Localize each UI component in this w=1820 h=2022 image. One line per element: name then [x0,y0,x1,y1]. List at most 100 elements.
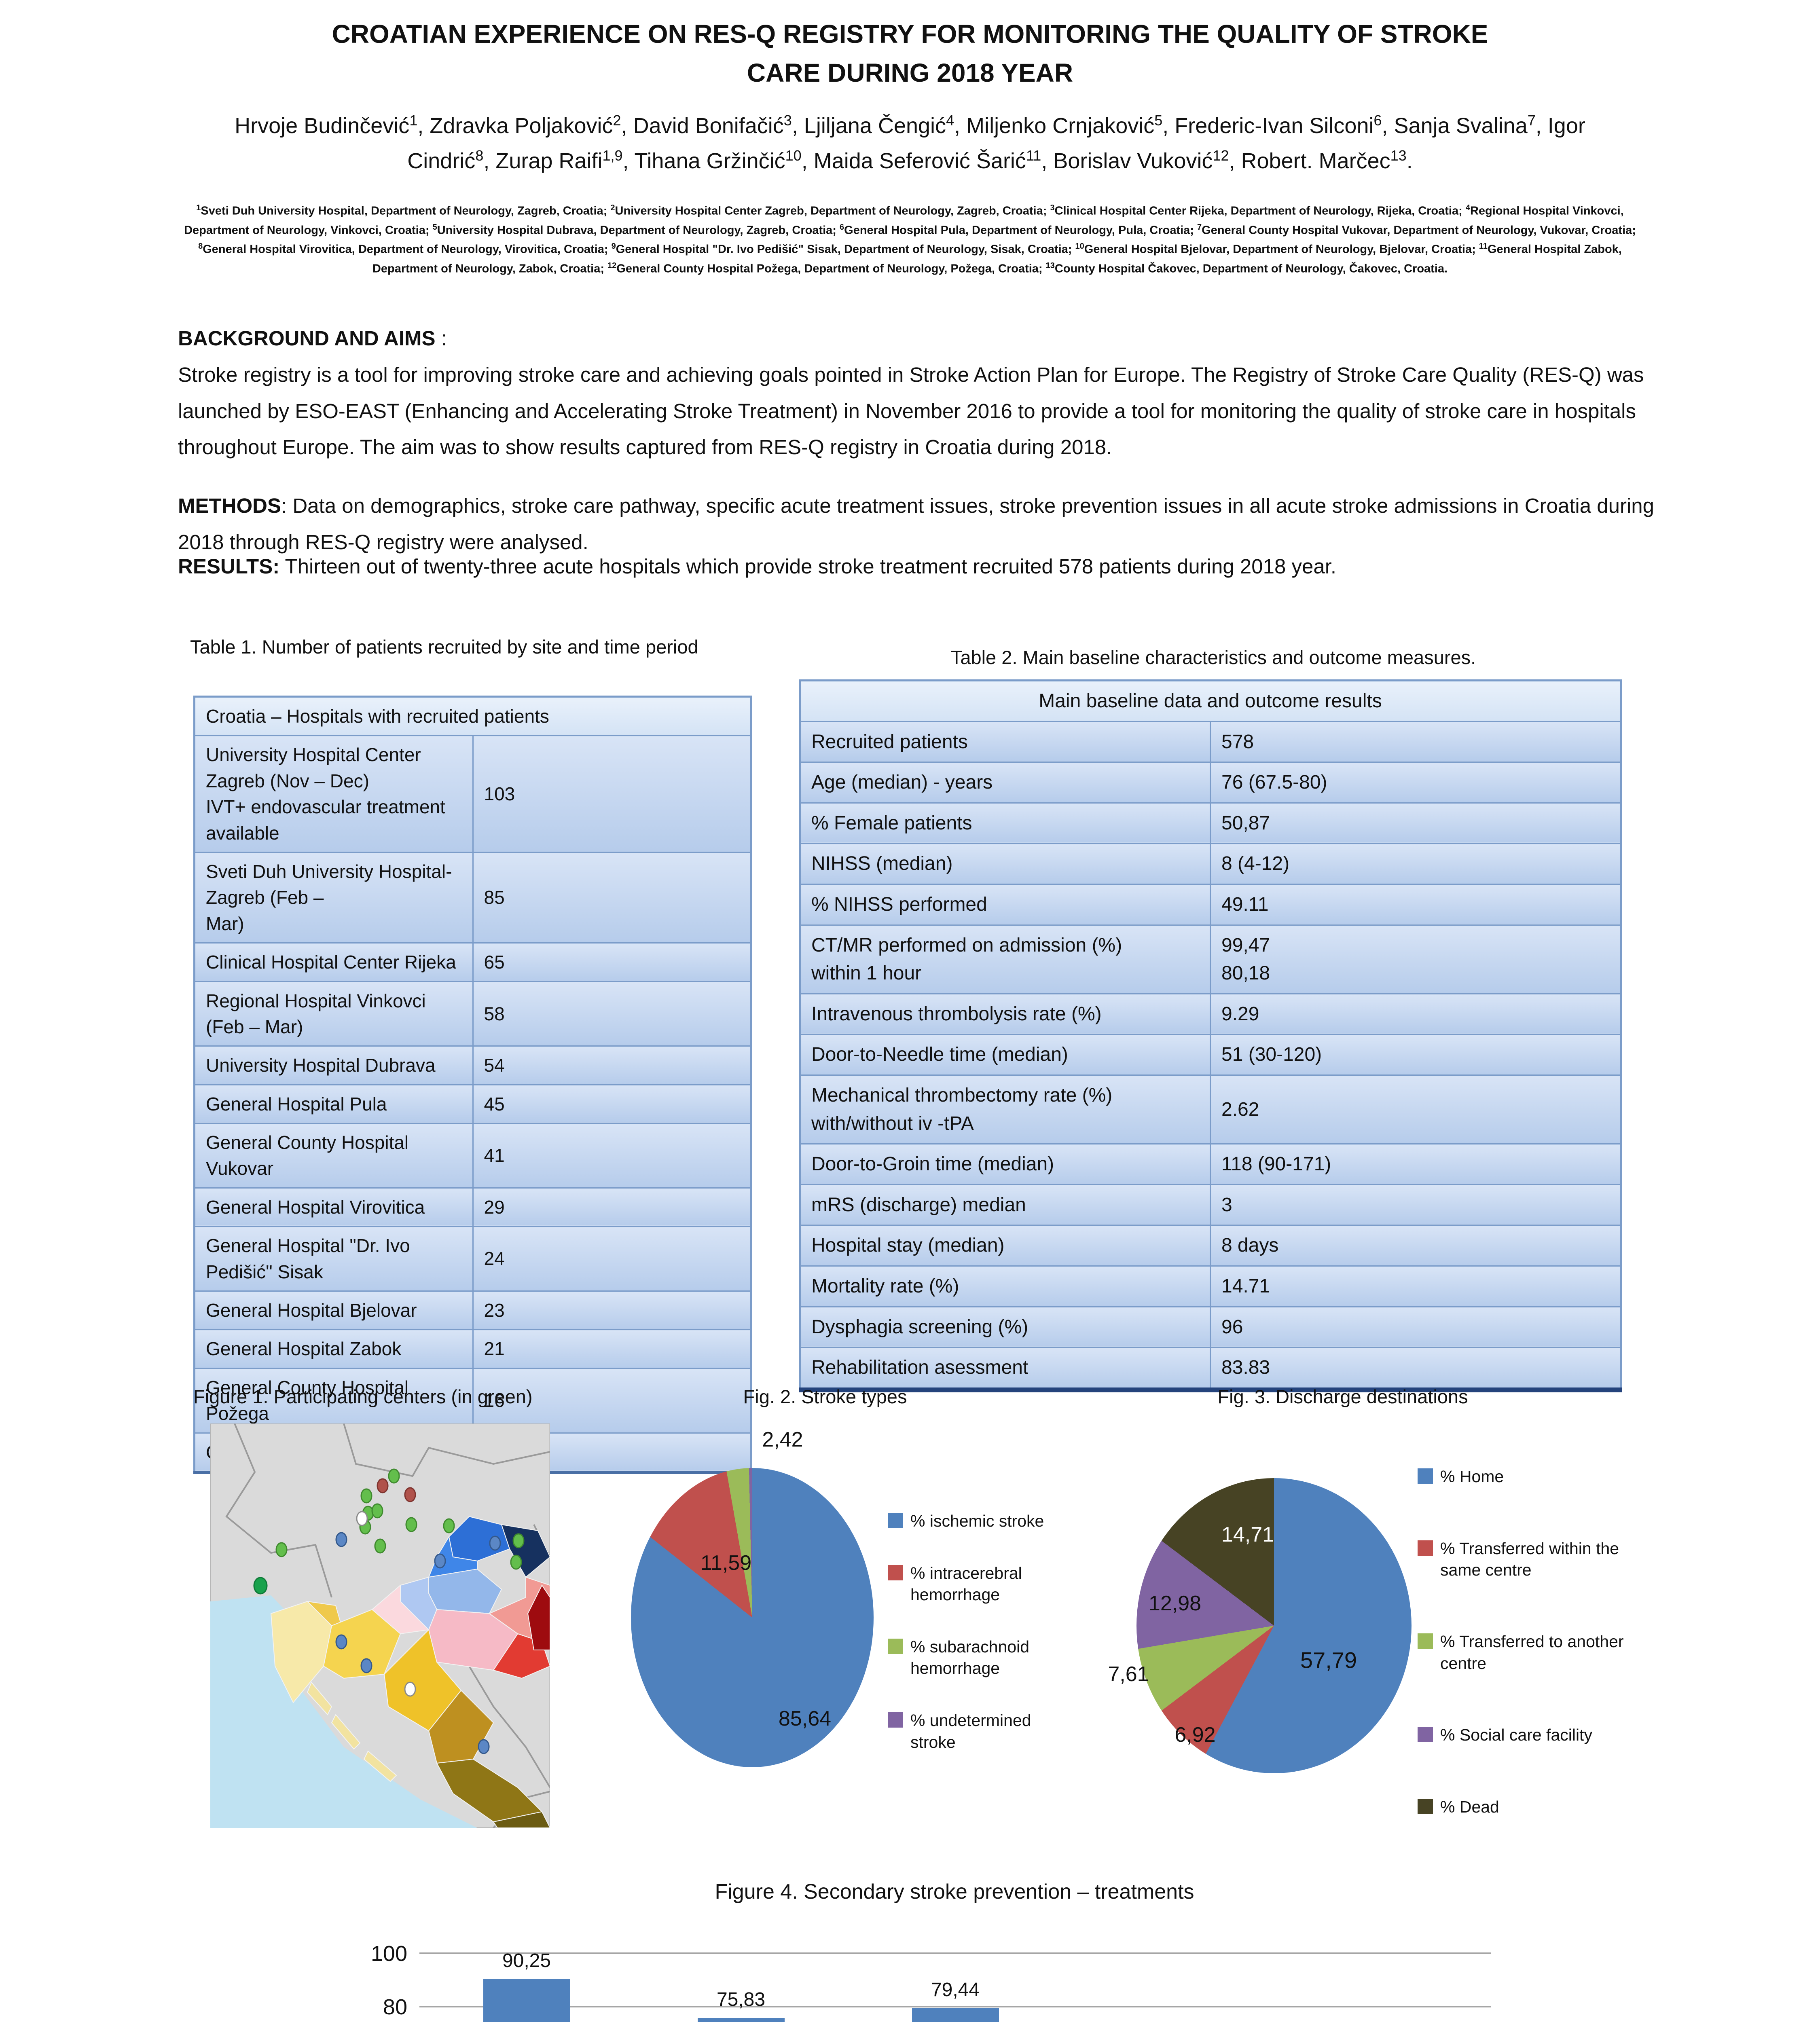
legend-item: % Transferred to another centre [1418,1631,1632,1674]
methods-heading: METHODS [178,494,281,517]
table1-label: General Hospital Pula [194,1084,474,1124]
y-axis-tick-label: 80 [383,1995,407,2019]
table2-label: Rehabilitation asessment [799,1347,1211,1391]
table1-label: General County Hospital Vukovar [194,1123,474,1189]
legend-label: % Home [1440,1467,1504,1486]
center-marker [335,1532,347,1547]
participating-center-marker [405,1517,417,1532]
author: Igor Cindrić8 [407,114,1585,173]
table2-row: Mortality rate (%) 14.71 [799,1265,1621,1307]
author-affiliation-number: 1 [409,112,418,129]
background-heading-colon: : [435,327,447,350]
table1-value: 103 [472,735,752,853]
author: David Bonifačić3 [633,112,792,138]
affiliation-number: 2 [610,203,615,212]
center-marker [478,1739,490,1754]
affiliation-number: 4 [1465,203,1470,212]
author: Borislav Vuković12 [1053,147,1229,173]
author: Miljenko Crnjaković5 [966,112,1163,138]
pie-label-ischemic: 85,64 [778,1707,832,1730]
participating-center-marker [253,1577,268,1595]
participating-center-marker [510,1555,522,1570]
table2-value: 76 (67.5-80) [1210,761,1621,804]
table1: Croatia – Hospitals with recruited patie… [193,696,752,1474]
affiliation-number: 11 [1479,242,1488,251]
legend-label: % Dead [1440,1797,1499,1816]
poster-title-line2: CARE DURING 2018 YEAR [747,58,1073,87]
legend-label: % Transferred to another centre [1440,1632,1624,1673]
table2-label: CT/MR performed on admission (%) within … [799,924,1211,994]
table1-row: General Hospital Bjelovar 23 [194,1290,752,1330]
author-affiliation-number: 10 [785,147,802,164]
table2-label: Mortality rate (%) [799,1265,1211,1307]
legend-label: % subarachnoid hemorrhage [910,1637,1030,1678]
table2-row: Door-to-Needle time (median) 51 (30-120) [799,1034,1621,1076]
pie-label-dead: 14,71 [1221,1523,1274,1546]
center-marker [335,1634,347,1650]
section-methods: METHODS: Data on demographics, stroke ca… [178,488,1682,560]
table1-label: General Hospital "Dr. Ivo Pedišić" Sisak [194,1226,474,1292]
author-affiliation-number: 11 [1026,147,1041,164]
author-affiliation-number: 8 [475,147,484,164]
table2: Main baseline data and outcome results R… [799,679,1622,1392]
table1-label: General Hospital Bjelovar [194,1290,474,1330]
center-marker [404,1681,416,1697]
author-affiliation-number: 13 [1390,147,1407,164]
discharge-destinations-pie [1136,1478,1412,1773]
table1-row: General Hospital Virovitica 29 [194,1187,752,1227]
legend-label: % Social care facility [1440,1726,1592,1745]
affiliation-number: 3 [1050,203,1055,212]
table1-row: General County Hospital Vukovar 41 [194,1123,752,1189]
table2-row: % Female patients 50,87 [799,802,1621,844]
center-marker [356,1511,368,1526]
legend-swatch-icon [1418,1798,1433,1814]
table2-label: Dysphagia screening (%) [799,1306,1211,1348]
participating-center-marker [388,1468,400,1484]
table2-row: NIHSS (median) 8 (4-12) [799,843,1621,885]
table1-row: Clinical Hospital Center Rijeka 65 [194,942,752,982]
table2-value: 9.29 [1210,993,1621,1035]
author-affiliation-number: 5 [1154,112,1163,129]
author-affiliation-number: 1,9 [602,147,623,164]
background-heading: BACKGROUND AND AIMS [178,327,436,350]
legend-item: % intracerebral hemorrhage [888,1563,1078,1606]
center-marker [377,1478,389,1493]
table2-value: 50,87 [1210,802,1621,844]
legend-swatch-icon [1418,1727,1433,1743]
pie-label-home: 57,79 [1300,1647,1357,1673]
author-affiliation-number: 3 [783,112,792,129]
legend-swatch-icon [1418,1540,1433,1556]
authors: Hrvoje Budinčević1, Zdravka Poljaković2,… [235,112,1585,173]
table1-label: Sveti Duh University Hospital-Zagreb (Fe… [194,851,474,944]
legend-swatch-icon [1418,1633,1433,1649]
legend-item: % Dead [1418,1796,1632,1818]
center-marker [489,1536,501,1551]
y-axis-tick-label: 100 [370,1942,407,1966]
author-affiliation-number: 2 [613,112,621,129]
affiliations: 1Sveti Duh University Hospital, Departme… [184,203,1636,275]
author: Maida Seferović Šarić11 [813,147,1041,173]
legend-swatch-icon [888,1712,903,1728]
table2-row: Hospital stay (median) 8 days [799,1225,1621,1267]
author-affiliation-number: 4 [946,112,954,129]
figure2-caption: Fig. 2. Stroke types [743,1386,907,1407]
pie-label-intracerebral: 11,59 [700,1551,752,1575]
table2-value: 578 [1210,721,1621,763]
table2-label: % Female patients [799,802,1211,844]
table2-label: Intravenous thrombolysis rate (%) [799,993,1211,1035]
participating-center-marker [371,1503,383,1519]
poster-title-line1: CROATIAN EXPERIENCE ON RES-Q REGISTRY FO… [332,19,1488,49]
table2-value: 118 (90-171) [1210,1143,1621,1185]
affiliation-number: 7 [1197,222,1202,232]
results-body: Thirteen out of twenty-three acute hospi… [279,555,1337,578]
affiliation-number: 9 [611,242,616,251]
legend-swatch-icon [888,1639,903,1654]
bar [912,2008,999,2022]
table2-label: Door-to-Groin time (median) [799,1143,1211,1185]
bar-value-label: 90,25 [502,1950,551,1972]
legend-item: % Transferred within the same centre [1418,1538,1632,1581]
author-affiliation-number: 12 [1213,147,1229,164]
table1-label: Regional Hospital Vinkovci (Feb – Mar) [194,981,474,1047]
table2-row: Door-to-Groin time (median) 118 (90-171) [799,1143,1621,1185]
background-body: Stroke registry is a tool for improving … [178,363,1644,459]
